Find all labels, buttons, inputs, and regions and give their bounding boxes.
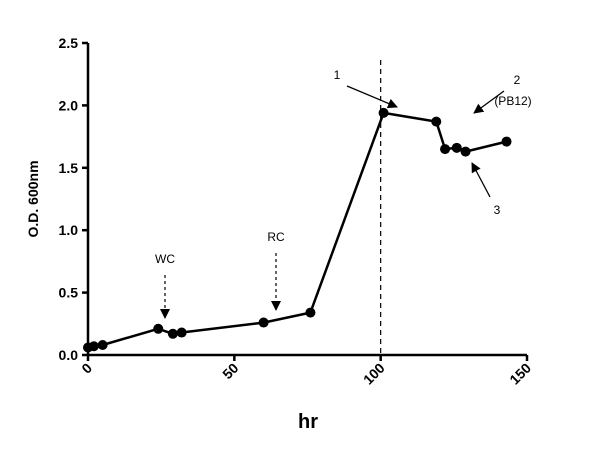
annotation-1-arrow [346, 85, 398, 109]
data-point [167, 328, 178, 339]
x-tick-label: 50 [219, 360, 241, 382]
data-point [378, 107, 389, 118]
annotation-2-sublabel: (PB12) [494, 94, 531, 108]
x-tick-label: 100 [360, 360, 388, 388]
x-ticks: 0 50 100 150 [78, 355, 534, 388]
data-point [97, 340, 108, 351]
x-tick-label: 150 [506, 360, 534, 388]
y-axis-title: O.D. 600nm [25, 160, 41, 237]
annotation-2-label: 2 [514, 73, 521, 87]
data-point [305, 307, 316, 318]
y-tick-label: 0.5 [59, 285, 79, 301]
data-points [83, 107, 512, 353]
annotation-rc-label: RC [267, 230, 285, 244]
data-point [451, 142, 462, 153]
data-point [258, 317, 269, 328]
y-tick-label: 2.0 [59, 97, 79, 113]
annotations: WC RC 1 2 (PB12) 3 [155, 68, 532, 319]
data-point [501, 136, 512, 147]
data-point [153, 323, 164, 334]
y-tick-label: 1.5 [59, 160, 79, 176]
data-point [440, 144, 451, 155]
annotation-wc-label: WC [155, 252, 175, 266]
y-tick-label: 2.5 [59, 35, 79, 51]
annotation-3-arrow [471, 162, 491, 198]
y-tick-label: 1.0 [59, 222, 79, 238]
y-ticks: 0.0 0.5 1.0 1.5 2.0 2.5 [59, 35, 88, 363]
data-point [431, 116, 442, 127]
data-point [460, 146, 471, 157]
annotation-3-label: 3 [494, 203, 501, 217]
annotation-2-arrow [473, 90, 505, 114]
y-tick-label: 0.0 [59, 347, 79, 363]
axes [86, 43, 527, 357]
annotation-1-label: 1 [334, 68, 341, 82]
x-axis-title: hr [298, 411, 318, 433]
x-tick-label: 0 [78, 360, 95, 377]
data-point [176, 327, 187, 338]
data-point [88, 341, 99, 352]
